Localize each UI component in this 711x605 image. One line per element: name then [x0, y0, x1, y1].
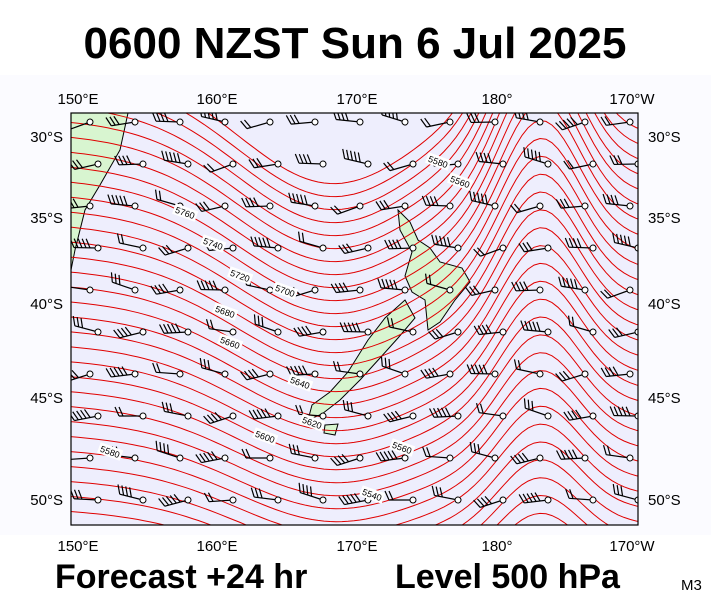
station: [312, 371, 318, 377]
station: [500, 161, 507, 168]
lat-label: 35°S: [648, 210, 681, 227]
lon-label: 170°E: [336, 538, 377, 555]
station: [402, 287, 409, 294]
lon-label: 170°E: [336, 91, 377, 108]
station: [492, 119, 498, 125]
station: [132, 119, 139, 126]
level-label: Level 500 hPa: [395, 558, 621, 596]
station: [87, 203, 94, 210]
station: [184, 412, 191, 419]
station: [492, 371, 498, 377]
lat-label: 50°S: [648, 492, 681, 509]
lat-label: 50°S: [30, 492, 63, 509]
station: [410, 245, 416, 251]
station: [447, 371, 454, 378]
station: [140, 413, 146, 419]
lat-label: 45°S: [648, 390, 681, 407]
map-title: 0600 NZST Sun 6 Jul 2025: [84, 19, 627, 68]
station: [185, 161, 192, 168]
station: [357, 287, 364, 294]
station: [221, 454, 228, 461]
station: [590, 413, 597, 420]
station: [230, 497, 236, 503]
station: [132, 455, 139, 462]
station: [230, 329, 237, 336]
station: [267, 455, 273, 461]
station: [267, 203, 273, 209]
station: [402, 203, 409, 210]
station: [311, 454, 318, 461]
lon-label: 160°E: [196, 538, 237, 555]
station: [545, 497, 552, 504]
station: [132, 371, 139, 378]
station: [454, 496, 461, 503]
station: [320, 161, 326, 167]
station: [320, 329, 327, 336]
station: [177, 371, 183, 377]
station: [185, 329, 191, 335]
lat-label: 40°S: [648, 296, 681, 313]
station: [582, 203, 589, 210]
station: [455, 413, 461, 419]
station: [320, 413, 326, 419]
station: [230, 245, 237, 252]
station: [312, 203, 319, 210]
station: [312, 119, 319, 126]
station: [447, 455, 453, 461]
lon-label: 150°E: [57, 538, 98, 555]
lon-label: 150°E: [57, 91, 98, 108]
lat-label: 30°S: [648, 129, 681, 146]
station: [500, 329, 507, 336]
station: [627, 455, 634, 462]
station: [590, 245, 596, 251]
station: [537, 119, 544, 126]
station: [455, 245, 462, 252]
station: [627, 371, 634, 378]
station: [410, 497, 416, 503]
station: [455, 161, 462, 168]
station: [582, 455, 588, 461]
station: [537, 287, 543, 293]
station: [94, 412, 101, 419]
station: [545, 245, 552, 252]
station: [275, 497, 282, 504]
station: [582, 287, 589, 294]
station: [447, 203, 453, 209]
station: [402, 455, 409, 462]
station: [275, 245, 282, 252]
station: [95, 497, 101, 503]
lon-label: 170°W: [609, 91, 655, 108]
station: [132, 203, 139, 210]
station: [87, 455, 93, 461]
stewart-island: [324, 424, 338, 435]
lat-label: 35°S: [30, 210, 63, 227]
lon-label: 180°: [481, 91, 512, 108]
lon-label: 160°E: [196, 91, 237, 108]
station: [365, 329, 371, 335]
station: [500, 413, 507, 420]
lat-label: 40°S: [30, 296, 63, 313]
station: [275, 161, 282, 168]
station: [357, 371, 364, 378]
station: [545, 329, 552, 336]
station: [95, 245, 101, 251]
station: [627, 119, 634, 126]
station: [275, 413, 282, 420]
lon-label: 180°: [481, 538, 512, 555]
lon-label: 170°W: [609, 538, 655, 555]
lat-label: 45°S: [30, 390, 63, 407]
model-code: M3: [681, 577, 702, 594]
station: [357, 119, 364, 126]
station: [177, 287, 184, 294]
station: [87, 287, 94, 294]
station: [627, 203, 634, 210]
station: [222, 287, 228, 293]
station: [590, 497, 596, 503]
lat-label: 30°S: [30, 129, 63, 146]
station: [177, 119, 183, 125]
station: [140, 161, 146, 167]
forecast-label: Forecast +24 hr: [55, 558, 307, 596]
